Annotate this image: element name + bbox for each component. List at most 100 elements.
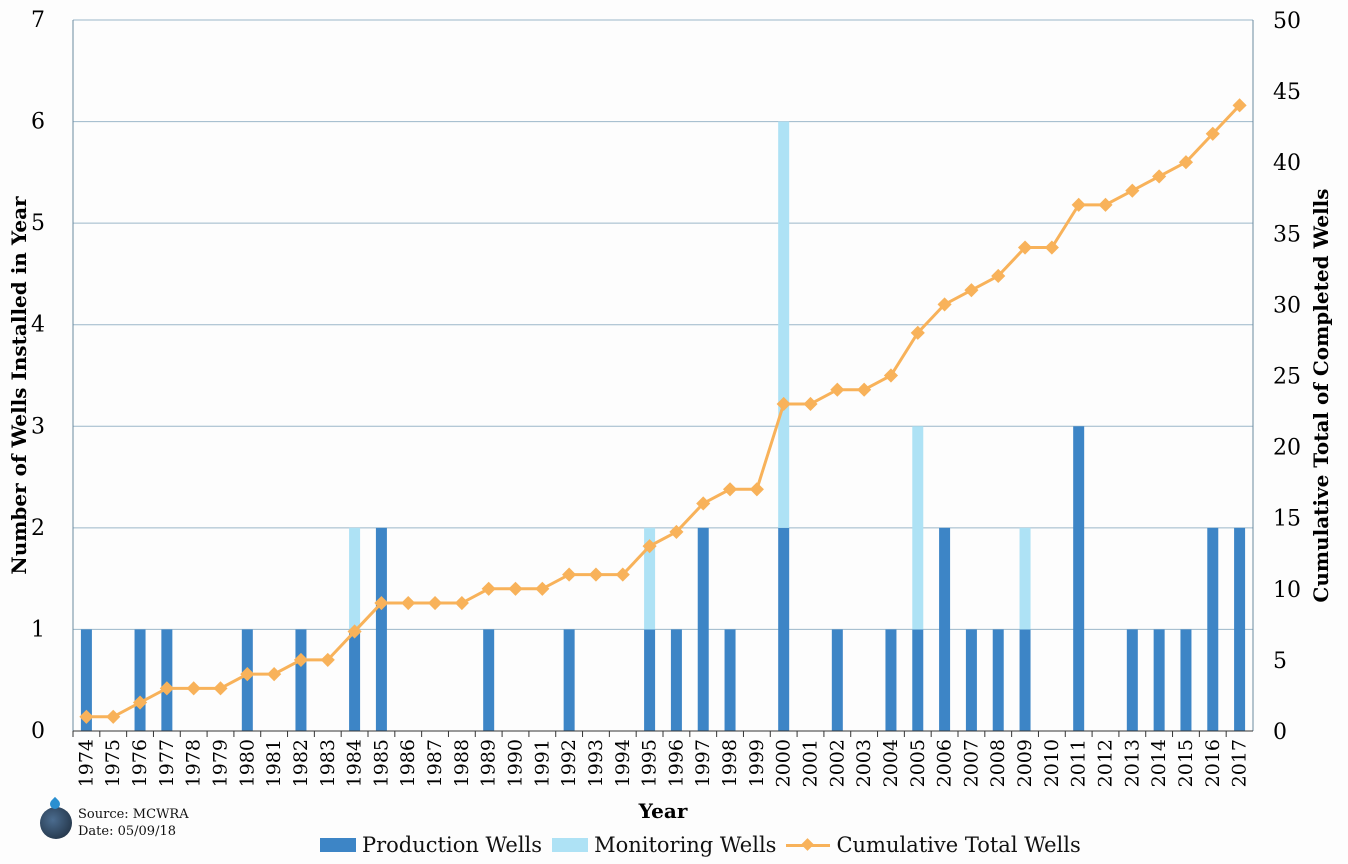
x-tick-label: 1975 (102, 739, 124, 787)
x-tick-label: 1997 (692, 739, 714, 787)
y2-tick-label: 10 (1273, 578, 1301, 603)
x-tick-label: 1979 (210, 739, 232, 787)
production-bar (831, 629, 843, 731)
production-bar (885, 629, 897, 731)
cumulative-point (347, 624, 362, 639)
x-tick-label: 1976 (129, 739, 151, 787)
cumulative-point (1178, 155, 1194, 170)
y2-tick-label: 20 (1273, 436, 1301, 461)
x-tick-label: 1987 (424, 739, 446, 787)
x-tick-label: 2000 (773, 739, 795, 787)
cumulative-point (1205, 126, 1220, 141)
monitoring-bar (349, 527, 361, 630)
production-bar (295, 629, 307, 731)
cumulative-point (1098, 197, 1113, 212)
cumulative-point (776, 396, 791, 412)
cumulative-point (1071, 197, 1086, 212)
x-tick-label: 2002 (826, 739, 848, 787)
cumulative-point (213, 681, 228, 696)
production-bar (697, 527, 709, 731)
x-tick-label: 1989 (478, 739, 500, 787)
legend: Production Wells Monitoring Wells Cumula… (320, 830, 1081, 860)
x-tick-label: 1974 (75, 739, 97, 787)
source-note: Source: MCWRA Date: 05/09/18 (40, 806, 189, 840)
x-tick-label: 2004 (880, 739, 902, 787)
y2-tick-label: 30 (1273, 293, 1301, 318)
cumulative-point (1044, 240, 1059, 255)
production-bar (1019, 629, 1031, 731)
production-bar (1153, 629, 1165, 731)
y-tick-label: 4 (31, 313, 45, 338)
x-tick-label: 2011 (1068, 739, 1090, 787)
legend-item-monitoring: Monitoring Wells (552, 833, 776, 857)
x-tick-label: 1996 (665, 739, 687, 787)
production-bar (134, 629, 146, 731)
x-tick-label: 1982 (290, 739, 312, 787)
x-tick-label: 1986 (397, 739, 419, 787)
y-axis-title: Number of Wells Installed in Year (7, 196, 31, 575)
cumulative-swatch (786, 838, 831, 852)
y2-tick-label: 40 (1273, 151, 1301, 176)
cumulative-point (883, 368, 899, 383)
production-bar (644, 629, 656, 731)
x-tick-label: 1988 (451, 739, 473, 787)
production-bar (778, 527, 790, 731)
cumulative-point (401, 595, 416, 611)
monitoring-bar (778, 121, 790, 528)
x-tick-label: 1994 (612, 739, 634, 787)
legend-label-cumulative: Cumulative Total Wells (836, 833, 1081, 857)
x-tick-label: 2016 (1202, 739, 1224, 787)
x-tick-label: 2013 (1121, 739, 1143, 787)
cumulative-point (267, 667, 282, 682)
cumulative-point (186, 681, 201, 696)
monitoring-bar (1019, 527, 1031, 630)
y2-tick-label: 45 (1273, 80, 1301, 105)
cumulative-point (830, 382, 845, 397)
x-tick-label: 2015 (1175, 739, 1197, 787)
cumulative-point (427, 595, 443, 611)
y-tick-label: 6 (31, 110, 45, 135)
cumulative-point (803, 396, 818, 412)
x-tick-label: 1999 (746, 739, 768, 787)
cumulative-point (722, 482, 738, 497)
x-tick-label: 1998 (719, 739, 741, 787)
cumulative-point (1152, 169, 1167, 184)
production-bar (1126, 629, 1138, 731)
date-line: Date: 05/09/18 (78, 824, 176, 839)
x-tick-label: 1992 (558, 739, 580, 787)
cumulative-point (106, 709, 121, 724)
production-bar (161, 629, 173, 731)
source-line: Source: MCWRA (78, 807, 189, 822)
y2-axis-title: Cumulative Total of Completed Wells (1309, 188, 1333, 602)
y2-tick-label: 35 (1273, 222, 1301, 247)
production-bar (563, 629, 575, 731)
production-bar (375, 527, 387, 731)
production-swatch (320, 838, 356, 852)
cumulative-point (535, 581, 550, 596)
cumulative-point (1232, 98, 1247, 113)
x-tick-label: 2009 (1014, 739, 1036, 787)
y2-tick-label: 5 (1273, 649, 1287, 674)
production-bar (992, 629, 1004, 731)
x-tick-label: 1995 (639, 739, 661, 787)
cumulative-point (642, 539, 657, 554)
x-tick-label: 1984 (344, 739, 366, 787)
cumulative-point (79, 709, 94, 724)
y2-tick-label: 25 (1273, 365, 1301, 390)
x-tick-label: 2005 (907, 739, 929, 787)
cumulative-point (749, 482, 764, 497)
x-tick-label: 2010 (1041, 739, 1063, 787)
production-bar (483, 629, 495, 731)
cumulative-point (481, 581, 496, 596)
x-tick-label: 1983 (317, 739, 339, 787)
x-tick-label: 2001 (800, 739, 822, 787)
cumulative-point (562, 567, 577, 582)
production-bar (80, 629, 92, 731)
x-tick-label: 1990 (505, 739, 527, 787)
y2-tick-label: 0 (1273, 720, 1287, 745)
cumulative-point (240, 667, 255, 682)
x-tick-label: 2007 (960, 739, 982, 787)
cumulative-point (615, 567, 630, 582)
cumulative-line (86, 104, 1241, 719)
production-bar (965, 629, 977, 731)
